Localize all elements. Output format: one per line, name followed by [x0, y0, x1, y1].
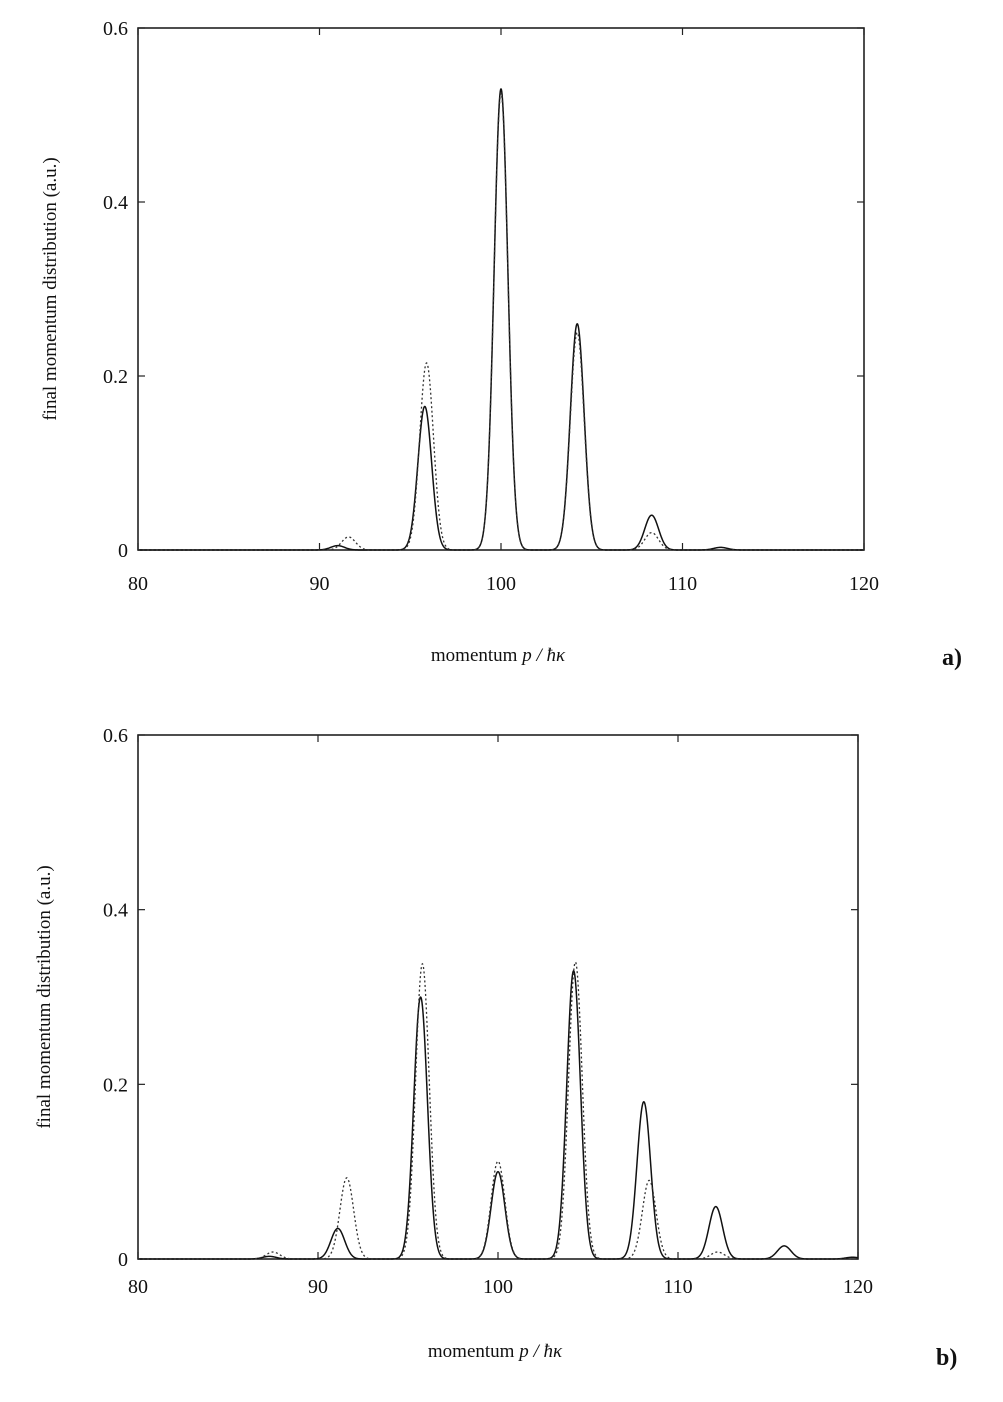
x-axis-label-variable: p / ħκ [517, 1341, 563, 1362]
y-axis-label: final momentum distribution (a.u.) [34, 865, 55, 1128]
x-tick-label: 100 [486, 573, 516, 595]
panel-a: 80 90 100 110 120 0 0.2 0.4 0.6 momentum p / ħκ … [40, 18, 962, 671]
x-axis-label: momentum p / ħκ [431, 645, 566, 666]
series-dashed-line [138, 91, 864, 551]
y-tick-label: 0.4 [103, 900, 128, 922]
x-tick-label: 110 [668, 573, 697, 595]
y-tick-label: 0.6 [103, 725, 128, 747]
series-group [137, 961, 859, 1260]
plot-frame [137, 734, 859, 1260]
x-axis-label-variable: p / ħκ [520, 645, 566, 666]
x-tick-label: 120 [849, 573, 879, 595]
ticks [137, 27, 865, 551]
y-tick-label: 0.2 [103, 366, 128, 388]
x-axis-label: momentum p / ħκ [428, 1341, 563, 1362]
x-tick-label: 80 [128, 573, 148, 595]
tick-labels: 80 90 100 110 120 0 0.2 0.4 0.6 [103, 725, 873, 1298]
x-tick-label: 100 [483, 1276, 513, 1298]
panel-label: b) [936, 1345, 957, 1371]
panel-b: 80 90 100 110 120 0 0.2 0.4 0.6 momentum p / ħκ … [0, 701, 1003, 1402]
y-tick-label: 0.2 [103, 1074, 128, 1096]
y-tick-label: 0 [118, 540, 128, 562]
x-tick-label: 90 [308, 1276, 328, 1298]
y-tick-label: 0 [118, 1249, 128, 1271]
series-group [137, 88, 865, 551]
y-tick-label: 0.4 [103, 192, 128, 214]
series-solid-line [137, 88, 865, 551]
plot-frame [137, 27, 865, 551]
x-axis-label-prefix: momentum [431, 645, 522, 666]
panel-label: a) [942, 645, 962, 671]
x-tick-label: 120 [843, 1276, 873, 1298]
x-axis-label-prefix: momentum [428, 1341, 519, 1362]
y-axis-label: final momentum distribution (a.u.) [40, 157, 61, 420]
y-tick-label: 0.6 [103, 18, 128, 40]
tick-labels: 80 90 100 110 120 0 0.2 0.4 0.6 [103, 18, 879, 595]
ticks [137, 734, 859, 1260]
x-tick-label: 80 [128, 1276, 148, 1298]
x-tick-label: 90 [310, 573, 330, 595]
series-solid-line [137, 970, 859, 1260]
series-dashed-line [138, 961, 858, 1260]
x-tick-label: 110 [663, 1276, 692, 1298]
